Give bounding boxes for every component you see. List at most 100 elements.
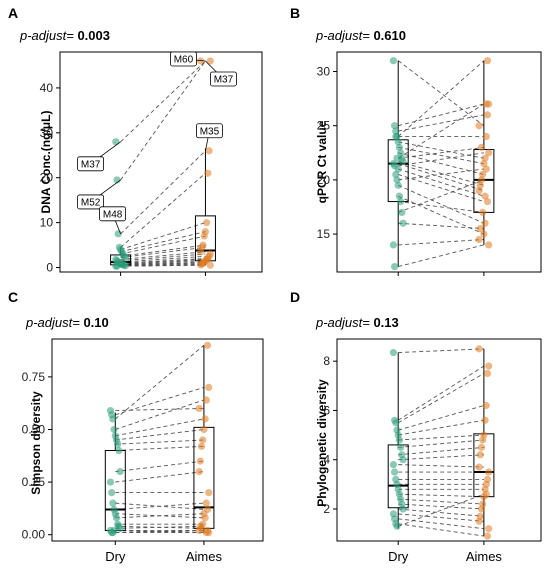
pair-line xyxy=(120,255,206,263)
pair-line xyxy=(398,513,484,522)
callout-label: M52 xyxy=(81,197,101,208)
point-aimes xyxy=(482,100,490,108)
pair-line xyxy=(398,168,484,181)
pair-line xyxy=(120,262,206,266)
point-aimes xyxy=(199,436,207,444)
y-axis-label: Simpson diversity xyxy=(29,391,43,495)
pair-line xyxy=(398,434,484,441)
panel-letter: C xyxy=(8,289,18,305)
point-dry xyxy=(389,57,397,65)
callout-box xyxy=(196,123,223,139)
point-aimes xyxy=(479,436,487,444)
panel-letter: A xyxy=(8,5,18,21)
pair-line xyxy=(120,244,206,257)
point-dry xyxy=(391,262,399,271)
point-aimes xyxy=(483,57,492,65)
pair-line xyxy=(398,201,484,213)
point-dry xyxy=(392,127,400,135)
pair-line xyxy=(398,152,484,175)
point-aimes xyxy=(197,248,205,256)
y-axis-label: DNA Conc.(ng/μL) xyxy=(39,111,53,214)
callout-label: M37 xyxy=(214,74,234,85)
point-dry xyxy=(113,262,121,270)
point-aimes xyxy=(481,416,489,424)
plot-frame xyxy=(59,51,263,273)
point-dry xyxy=(399,505,407,513)
point-aimes xyxy=(475,122,483,130)
point-aimes xyxy=(200,425,208,434)
point-aimes xyxy=(477,505,486,513)
callout-box xyxy=(170,51,197,67)
y-tick-label: 40 xyxy=(40,81,54,95)
pair-line xyxy=(397,365,485,421)
point-dry xyxy=(392,419,400,427)
callout-box xyxy=(77,156,104,172)
point-aimes xyxy=(479,170,487,179)
pair-line xyxy=(120,253,206,262)
point-dry xyxy=(392,170,400,179)
point-aimes xyxy=(481,192,489,200)
point-aimes xyxy=(204,169,212,177)
point-dry xyxy=(397,149,405,157)
point-dry xyxy=(399,219,407,227)
p-value-annotation: p-adjust= 0.10 xyxy=(25,315,109,330)
pair-line xyxy=(398,103,484,127)
pair-line xyxy=(398,141,484,159)
point-aimes xyxy=(483,369,492,378)
pair-line xyxy=(398,439,484,448)
point-aimes xyxy=(200,510,208,518)
point-aimes xyxy=(485,362,493,370)
point-dry xyxy=(116,467,124,476)
y-tick-label: 0.25 xyxy=(22,475,46,489)
pair-line xyxy=(398,222,484,230)
p-value-label: p-adjust= xyxy=(19,28,77,43)
pair-line xyxy=(120,258,206,264)
point-aimes xyxy=(476,181,484,189)
point-dry xyxy=(395,143,403,151)
pair-line xyxy=(397,60,485,137)
point-aimes xyxy=(485,241,493,249)
point-aimes xyxy=(205,383,213,391)
point-aimes xyxy=(475,463,483,471)
point-dry xyxy=(114,230,122,238)
point-aimes xyxy=(475,517,483,525)
pair-line xyxy=(120,258,206,265)
y-tick-label: 2 xyxy=(323,502,330,516)
point-aimes xyxy=(197,442,206,450)
callout-label: M60 xyxy=(174,54,194,65)
pair-line xyxy=(120,150,206,235)
p-value-annotation: p-adjust= 0.610 xyxy=(315,28,406,43)
callout-label: M48 xyxy=(103,209,123,220)
pair-line xyxy=(115,513,204,519)
y-tick-label: 30 xyxy=(317,65,331,79)
pair-line xyxy=(398,464,484,468)
point-aimes xyxy=(483,197,492,206)
y-tick-label: 25 xyxy=(317,119,331,133)
point-aimes xyxy=(480,160,488,168)
point-aimes xyxy=(205,489,213,497)
y-tick-label: 20 xyxy=(40,171,54,185)
pair-line xyxy=(398,179,485,213)
point-dry xyxy=(110,425,118,434)
pair-line xyxy=(398,446,484,456)
y-tick-label: 4 xyxy=(323,453,330,467)
panel-letter: D xyxy=(290,289,300,305)
point-dry xyxy=(108,489,116,497)
point-aimes xyxy=(477,176,486,184)
point-dry xyxy=(110,526,118,535)
point-dry xyxy=(397,443,405,451)
point-dry xyxy=(115,446,123,455)
panel-a: Ap-adjust= 0.003 DNA Conc.(ng/μL) 0 10 20 30 4… xyxy=(8,5,263,276)
pair-line xyxy=(398,152,484,167)
point-aimes xyxy=(197,261,205,269)
point-aimes xyxy=(196,457,204,465)
x-tick-label: Dry xyxy=(105,549,126,564)
pair-line xyxy=(398,454,484,461)
pair-line xyxy=(115,429,204,441)
p-value: 0.10 xyxy=(83,315,108,330)
point-dry xyxy=(399,456,407,464)
pair-line xyxy=(115,445,204,451)
p-value-annotation: p-adjust= 0.13 xyxy=(315,315,399,330)
p-value-annotation: p-adjust= 0.003 xyxy=(19,28,110,43)
y-tick-label: 0.00 xyxy=(22,528,46,542)
